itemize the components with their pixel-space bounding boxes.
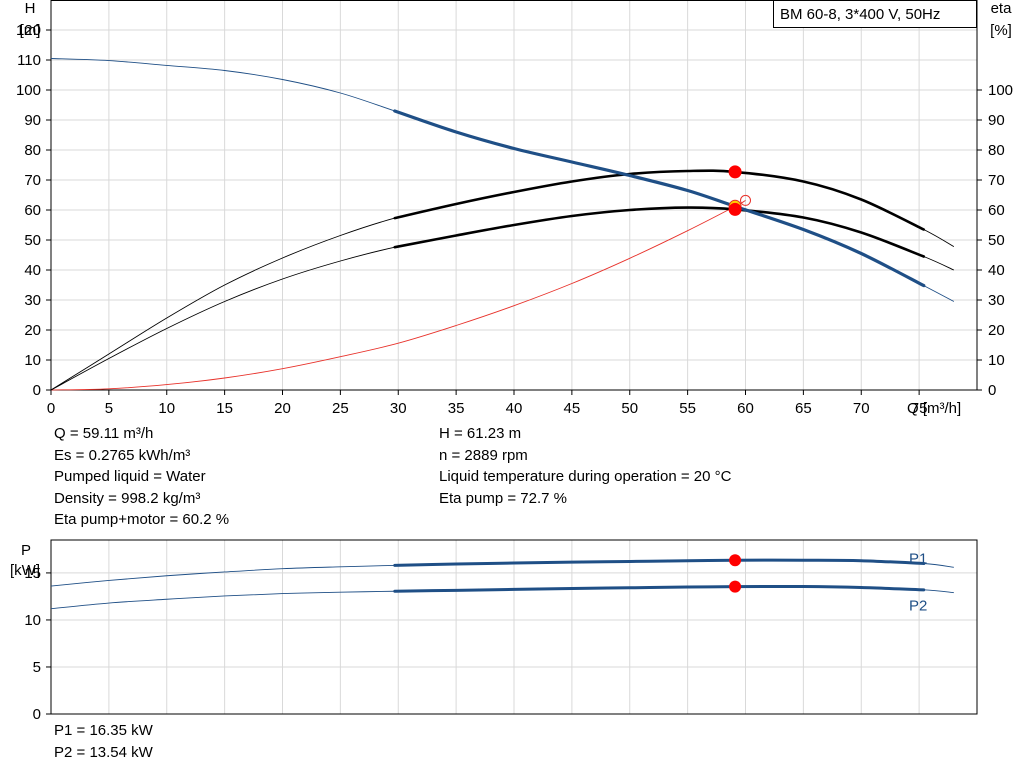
y-left-tick-label: 20 <box>24 322 41 339</box>
x-tick-label: 60 <box>737 400 754 417</box>
y-left-tick-label: 80 <box>24 142 41 159</box>
duty-point-info-right: H = 61.23 m n = 2889 rpm Liquid temperat… <box>439 423 731 509</box>
x-tick-label: 30 <box>390 400 407 417</box>
series-label-P1: P1 <box>909 550 927 567</box>
y-tick-label: 0 <box>33 706 41 723</box>
x-tick-label: 50 <box>621 400 638 417</box>
x-tick-label: 70 <box>853 400 870 417</box>
grid <box>51 540 978 714</box>
y-left-axis-label: H <box>25 0 36 17</box>
x-tick-label: 0 <box>47 400 55 417</box>
x-tick-label: 40 <box>506 400 523 417</box>
title-box <box>773 0 977 28</box>
x-tick-label: 10 <box>158 400 175 417</box>
y-right-tick-label: 90 <box>988 112 1005 129</box>
y-left-tick-label: 110 <box>17 52 41 69</box>
duty-point-marker <box>728 202 742 216</box>
y-right-tick-label: 60 <box>988 202 1005 219</box>
speed-value: n = 2889 rpm <box>439 446 528 464</box>
duty-point-info-left: Q = 59.11 m³/h Es = 0.2765 kWh/m³ Pumped… <box>54 423 229 531</box>
x-tick-label: 55 <box>679 400 696 417</box>
duty-point-marker <box>729 554 742 567</box>
eta-pump-motor-value: Eta pump+motor = 60.2 % <box>54 511 230 528</box>
duty-point-marker <box>728 165 742 179</box>
system-curve-endpoint <box>740 194 751 206</box>
series-eta_pump-operating-range <box>393 169 926 231</box>
power-chart-frame <box>50 539 978 715</box>
y-tick-label: 5 <box>33 659 41 676</box>
series-P2-operating-range <box>393 585 926 593</box>
eta-pump-value: Eta pump = 72.7 % <box>439 489 567 507</box>
y-right-tick-label: 0 <box>988 382 996 399</box>
series-head-operating-range <box>393 109 926 288</box>
y-right-tick-label: 80 <box>988 142 1005 159</box>
y-left-tick-label: 120 <box>16 22 41 39</box>
y-left-tick-label: 0 <box>33 382 41 399</box>
y-left-tick-label: 100 <box>16 82 41 99</box>
y-tick-label: 15 <box>24 565 41 582</box>
y-left-axis-unit: [m] <box>20 22 41 39</box>
duty-point-marker <box>729 580 742 593</box>
x-tick-label: 5 <box>105 400 113 417</box>
series-P1-operating-range <box>393 558 926 567</box>
y-left-tick-label: 40 <box>24 262 41 279</box>
x-axis-label: Q [m³/h] <box>907 400 961 417</box>
pumped-liquid-value: Pumped liquid = Water <box>54 468 206 485</box>
y-left-tick-label: 90 <box>24 112 41 129</box>
y-left-tick-label: 70 <box>24 172 41 189</box>
head-value: H = 61.23 m <box>439 425 522 442</box>
power-axis-unit: [kW] <box>10 562 40 579</box>
y-left-tick-label: 60 <box>24 202 41 219</box>
y-right-axis-label: eta <box>991 0 1013 17</box>
y-right-tick-label: 30 <box>988 292 1005 309</box>
specific-energy-value: Es = 0.2765 kWh/m³ <box>54 446 191 464</box>
y-right-tick-label: 10 <box>988 352 1005 369</box>
x-tick-label: 65 <box>795 400 812 417</box>
x-tick-label: 35 <box>448 400 465 417</box>
y-right-tick-label: 40 <box>988 262 1005 279</box>
liquid-temperature-value: Liquid temperature during operation = 20… <box>439 468 732 485</box>
y-left-tick-label: 30 <box>24 292 41 309</box>
power-axis-label: P <box>21 542 31 559</box>
series-system-line <box>50 200 746 391</box>
x-tick-label: 15 <box>216 400 233 417</box>
series-eta_total-operating-range <box>393 206 926 258</box>
x-tick-label: 25 <box>332 400 349 417</box>
y-right-tick-label: 70 <box>988 172 1005 189</box>
x-tick-label: 75 <box>911 400 928 417</box>
y-tick-label: 10 <box>24 612 41 629</box>
y-right-tick-label: 50 <box>988 232 1005 249</box>
power-info: P1 = 16.35 kW P2 = 13.54 kW <box>54 720 153 763</box>
y-left-tick-label: 10 <box>24 352 41 369</box>
chart-title: BM 60-8, 3*400 V, 50Hz <box>780 6 940 23</box>
p1-value: P1 = 16.35 kW <box>54 722 153 739</box>
x-tick-label: 20 <box>274 400 291 417</box>
y-right-tick-label: 100 <box>988 82 1013 99</box>
y-right-tick-label: 20 <box>988 322 1005 339</box>
p2-value: P2 = 13.54 kW <box>54 743 153 761</box>
y-right-axis-unit: [%] <box>990 22 1012 39</box>
flow-value: Q = 59.11 m³/h <box>54 425 154 442</box>
y-left-tick-label: 50 <box>24 232 41 249</box>
x-tick-label: 45 <box>564 400 581 417</box>
grid <box>51 0 978 390</box>
density-value: Density = 998.2 kg/m³ <box>54 489 201 507</box>
series-label-P2: P2 <box>909 598 927 615</box>
